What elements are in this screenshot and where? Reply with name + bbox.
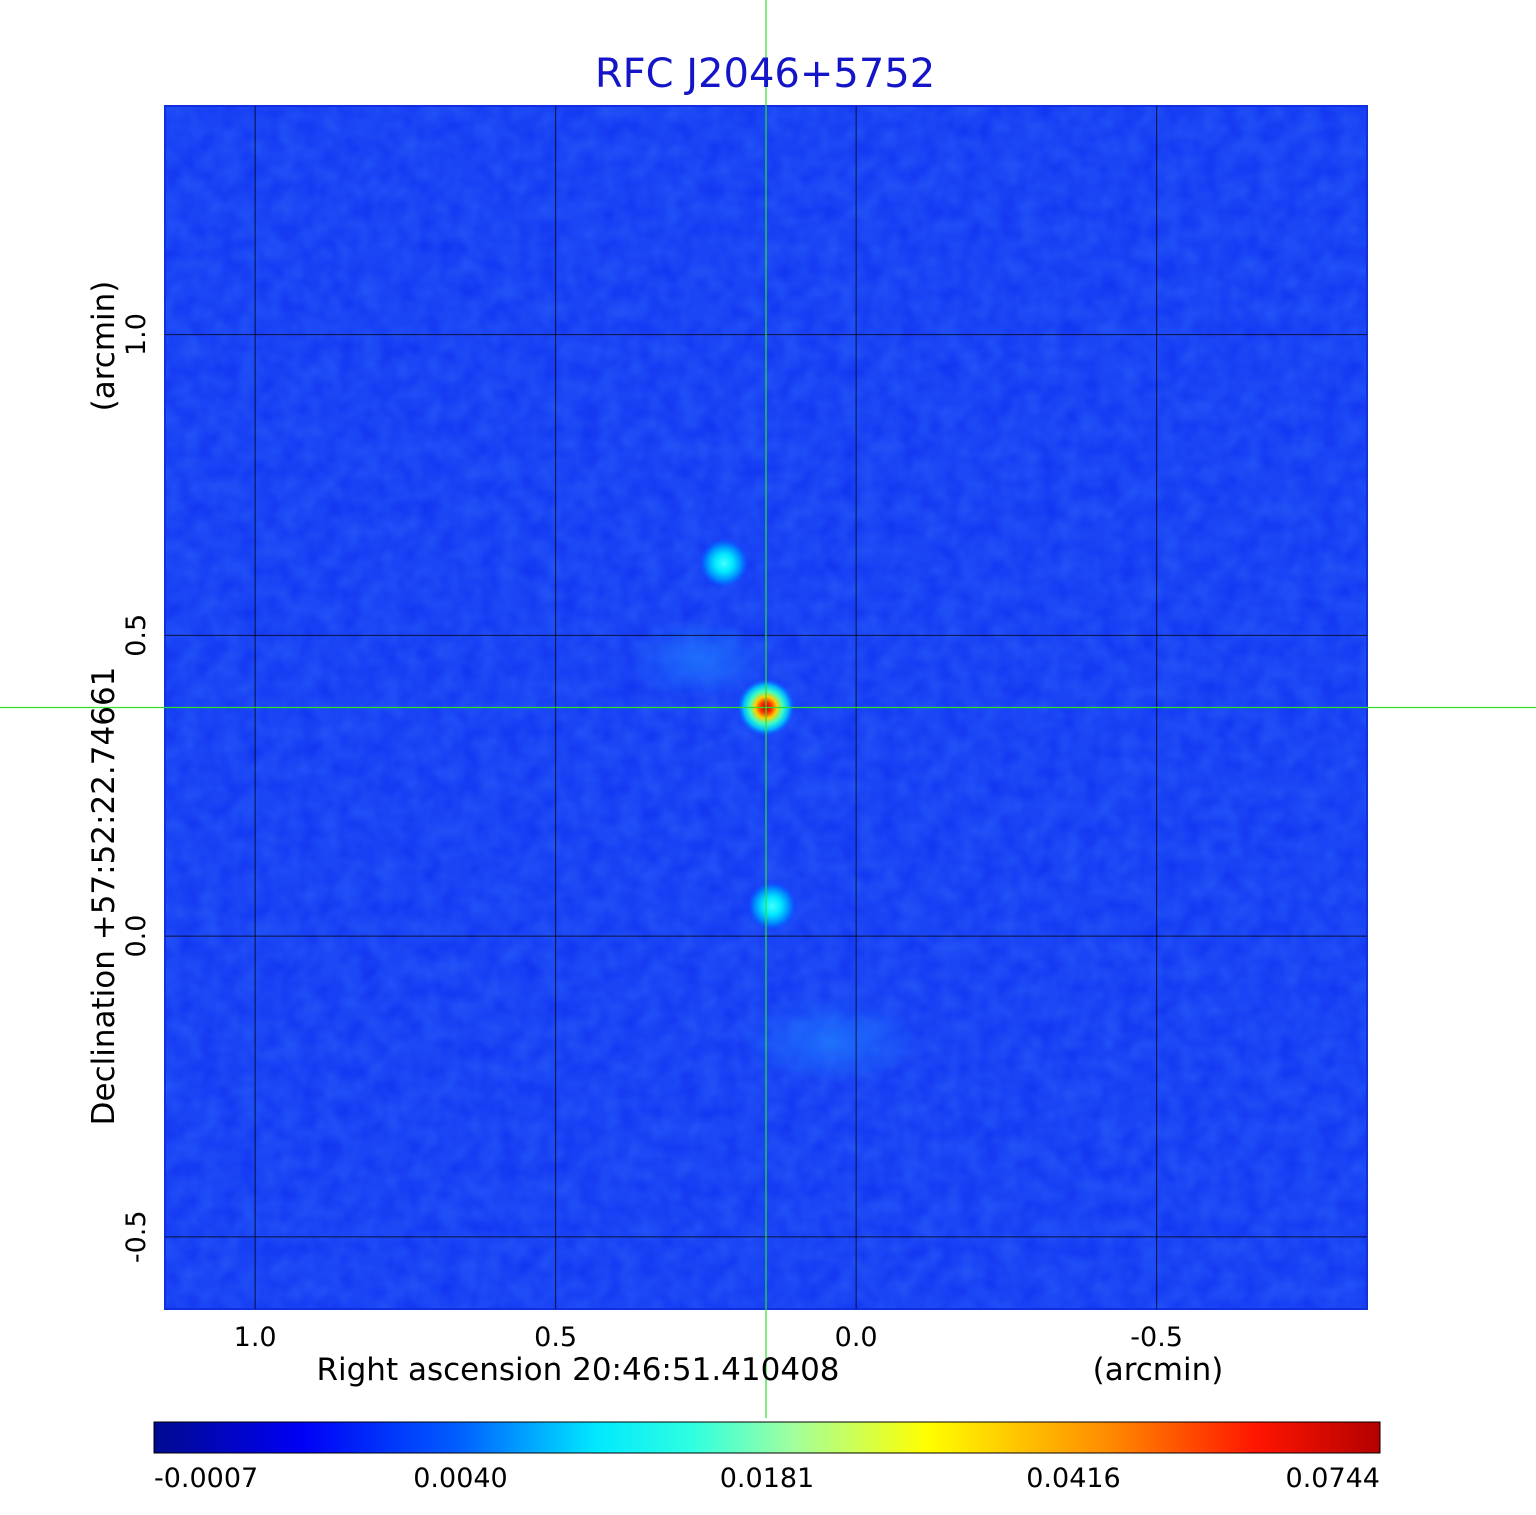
radio-source-2	[697, 537, 750, 590]
x-tick-label: 0.0	[835, 1322, 878, 1353]
x-axis-label: Right ascension 20:46:51.410408	[316, 1352, 839, 1388]
colorbar-tick-label: 0.0416	[1026, 1463, 1120, 1494]
y-tick-label: 0.5	[121, 614, 152, 657]
emission-glow	[740, 995, 920, 1085]
colorbar-tick-label: 0.0181	[720, 1463, 814, 1494]
colorbar-tick-label: 0.0040	[413, 1463, 507, 1494]
y-tick-label: 1.0	[121, 313, 152, 356]
colorbar-tick-label: 0.0744	[1286, 1463, 1380, 1494]
x-tick-label: -0.5	[1130, 1322, 1183, 1353]
y-tick-label: -0.5	[121, 1210, 152, 1263]
colorbar	[153, 1421, 1381, 1454]
colorbar-tick-label: -0.0007	[154, 1463, 258, 1494]
y-tick-label: 0.0	[121, 915, 152, 958]
x-tick-label: 0.5	[534, 1322, 577, 1353]
radio-source-3	[746, 879, 799, 932]
x-tick-label: 1.0	[234, 1322, 277, 1353]
emission-glow	[630, 620, 770, 700]
y-axis-unit: (arcmin)	[86, 281, 122, 412]
x-axis-unit: (arcmin)	[1093, 1352, 1224, 1388]
chart-title: RFC J2046+5752	[595, 51, 935, 97]
y-axis-label: Declination +57:52:22.74661	[86, 667, 122, 1126]
